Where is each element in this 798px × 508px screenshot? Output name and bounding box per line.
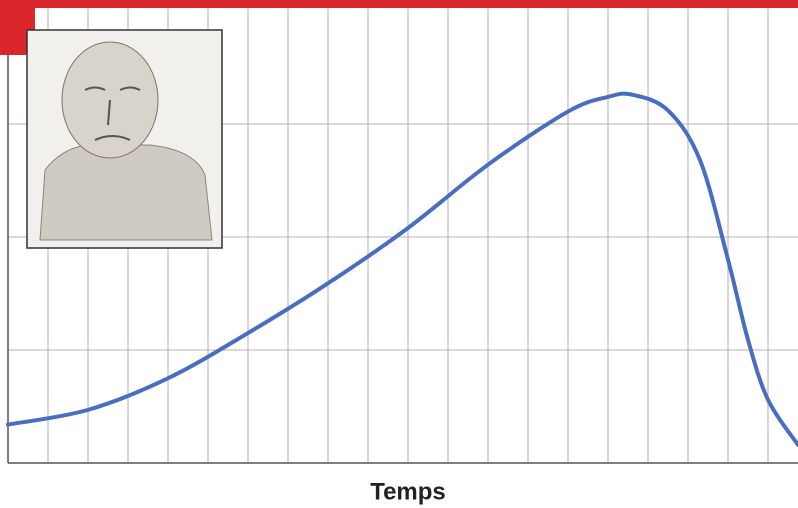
x-axis-label: Temps bbox=[370, 478, 446, 505]
curve bbox=[6, 91, 798, 447]
portrait bbox=[26, 29, 223, 249]
top-bar bbox=[0, 0, 798, 8]
